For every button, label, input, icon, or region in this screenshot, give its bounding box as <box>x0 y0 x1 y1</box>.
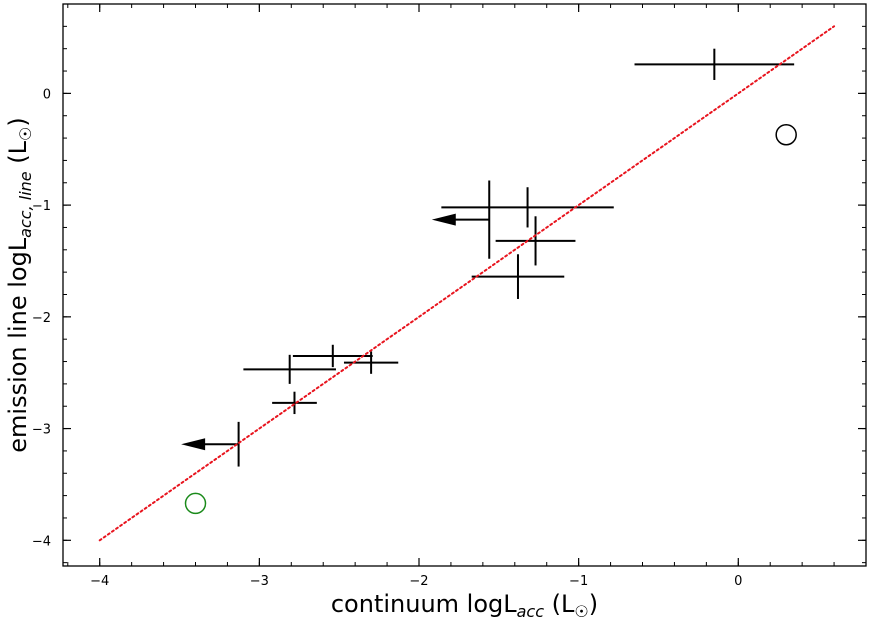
y-axis-label: emission line logLacc, line (L☉) <box>4 117 35 452</box>
x-axis-label-close: ) <box>589 590 598 618</box>
y-tick-label: −1 <box>32 199 51 214</box>
y-axis-label-close: ) <box>4 117 32 126</box>
errorbar-point <box>441 187 614 228</box>
upper-limit-arrowhead <box>431 213 456 226</box>
y-axis-label-main: emission line logL <box>4 237 32 453</box>
y-axis-label-sun: ☉ <box>16 127 35 141</box>
errorbar-point <box>272 391 317 415</box>
x-tick-label: 0 <box>734 574 742 589</box>
x-axis-label-sub: acc <box>517 602 545 621</box>
x-tick-label: −2 <box>409 574 428 589</box>
errorbar-point <box>495 216 576 266</box>
errorbar-point <box>343 351 399 374</box>
one-to-one-line <box>98 25 836 542</box>
x-axis-label-unit: (L <box>544 590 575 618</box>
open-circle-marker <box>775 123 797 146</box>
errorbar-point <box>181 421 240 467</box>
x-axis-label-sun: ☉ <box>574 602 588 621</box>
y-tick-label: 0 <box>43 87 51 102</box>
errorbar-point <box>243 354 336 384</box>
x-axis-label-main: continuum logL <box>331 590 517 618</box>
errorbar-point <box>292 344 373 368</box>
x-tick-label: −4 <box>90 574 109 589</box>
axis-ticks <box>63 3 867 566</box>
data-marks <box>98 25 836 542</box>
errorbar-point <box>634 48 795 80</box>
x-axis-label: continuum logLacc (L☉) <box>331 590 598 621</box>
plot-frame <box>62 3 867 567</box>
errorbar-point <box>471 254 565 299</box>
tick-labels: −4 −3 −2 −1 0 −4 −3 −2 −1 0 <box>32 87 743 589</box>
y-tick-label: −3 <box>32 423 51 438</box>
errorbar-point <box>431 180 491 259</box>
x-tick-label: −3 <box>250 574 269 589</box>
y-axis-label-sub: acc, line <box>16 171 35 238</box>
y-tick-label: −2 <box>32 311 51 326</box>
y-axis-label-unit: (L <box>4 140 32 171</box>
open-circle-marker <box>184 492 207 515</box>
x-tick-label: −1 <box>569 574 588 589</box>
y-tick-label: −4 <box>32 534 51 549</box>
upper-limit-arrowhead <box>181 438 206 451</box>
